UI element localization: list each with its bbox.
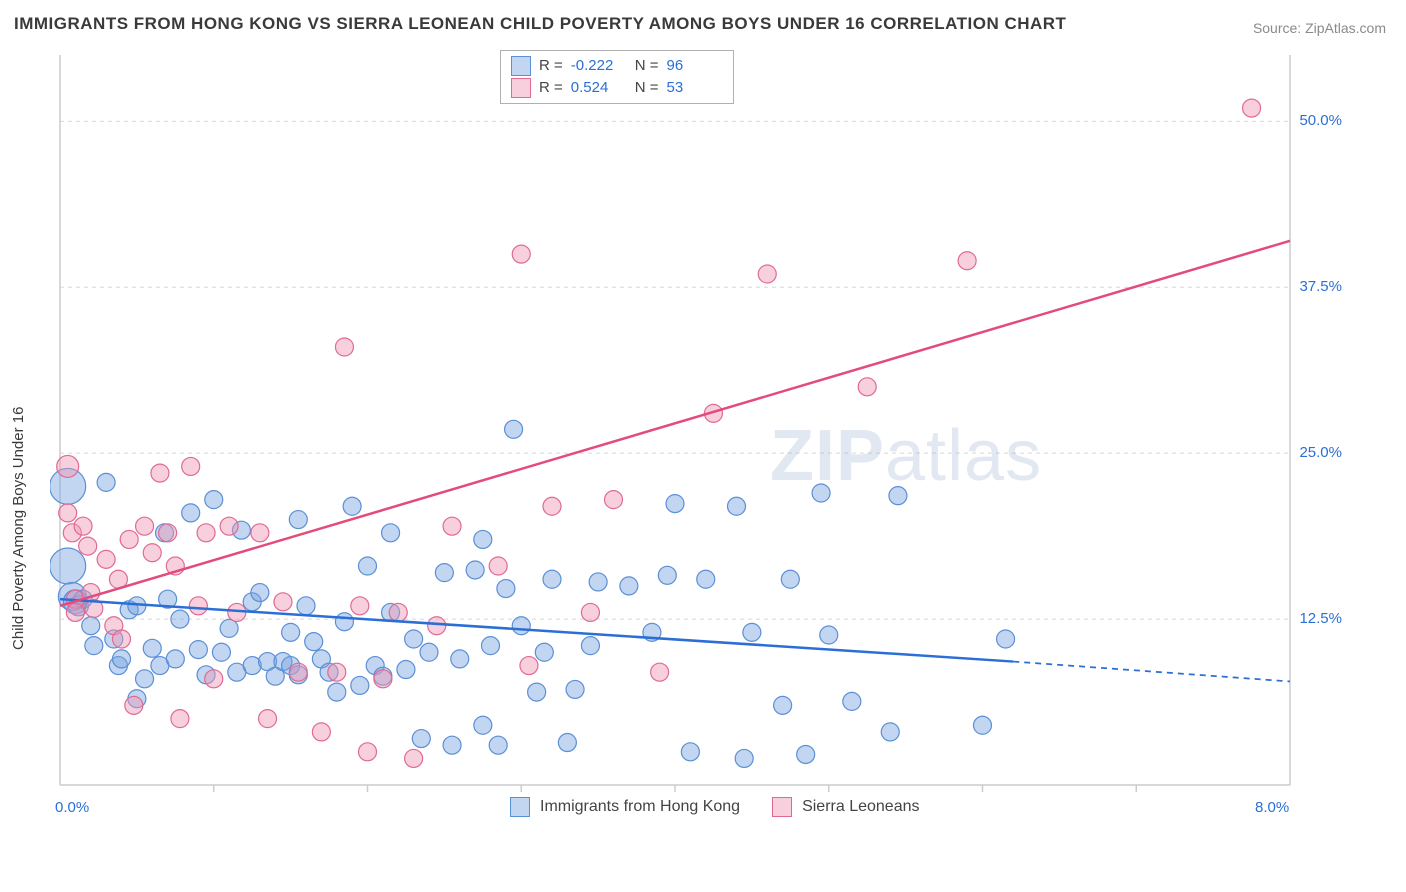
chart-svg — [50, 45, 1350, 825]
r-label: R = — [539, 77, 563, 99]
source-attribution: Source: ZipAtlas.com — [1253, 20, 1386, 36]
series-legend: Immigrants from Hong Kong Sierra Leoneans — [510, 797, 942, 817]
legend-swatch — [772, 797, 792, 817]
r-value: -0.222 — [571, 55, 627, 77]
legend-swatch — [510, 797, 530, 817]
correlation-legend-row: R = 0.524 N = 53 — [511, 77, 723, 99]
y-tick-label: 12.5% — [1299, 610, 1342, 627]
n-value: 96 — [667, 55, 723, 77]
n-label: N = — [635, 77, 659, 99]
n-value: 53 — [667, 77, 723, 99]
x-tick-label: 0.0% — [55, 799, 89, 816]
y-tick-label: 37.5% — [1299, 278, 1342, 295]
n-label: N = — [635, 55, 659, 77]
legend-swatch — [511, 78, 531, 98]
y-tick-label: 50.0% — [1299, 112, 1342, 129]
correlation-legend-row: R = -0.222 N = 96 — [511, 55, 723, 77]
source-prefix: Source: — [1253, 20, 1305, 36]
y-tick-label: 25.0% — [1299, 444, 1342, 461]
correlation-legend: R = -0.222 N = 96 R = 0.524 N = 53 — [500, 50, 734, 104]
r-value: 0.524 — [571, 77, 627, 99]
x-tick-label: 8.0% — [1255, 799, 1289, 816]
source-link[interactable]: ZipAtlas.com — [1305, 20, 1386, 36]
chart-title: IMMIGRANTS FROM HONG KONG VS SIERRA LEON… — [14, 14, 1066, 34]
legend-series-label: Immigrants from Hong Kong — [540, 798, 740, 816]
legend-series-label: Sierra Leoneans — [802, 798, 919, 816]
y-axis-label: Child Poverty Among Boys Under 16 — [10, 407, 27, 650]
r-label: R = — [539, 55, 563, 77]
legend-swatch — [511, 56, 531, 76]
chart-plot-area: ZIPatlas R = -0.222 N = 96 R = 0.524 N =… — [50, 45, 1350, 825]
